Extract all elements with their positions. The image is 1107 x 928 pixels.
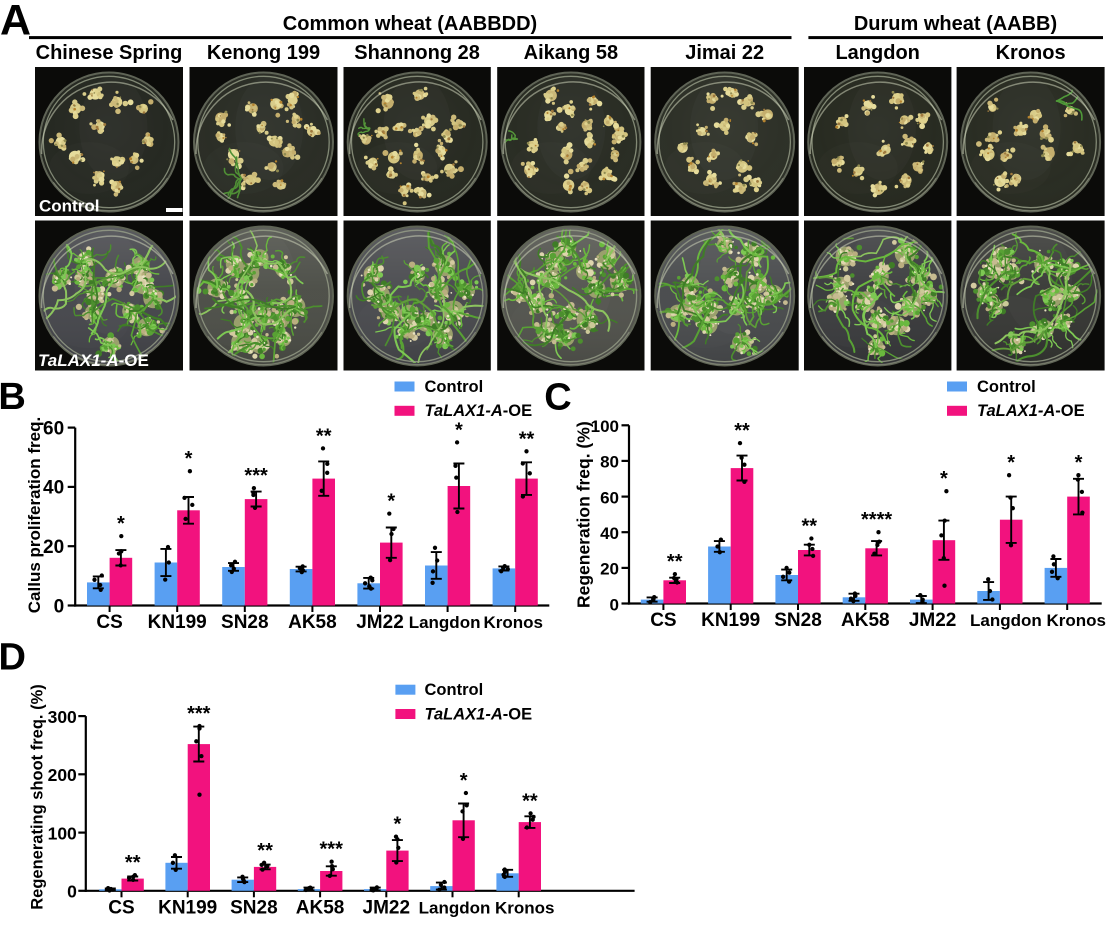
svg-text:*: * (117, 513, 125, 535)
svg-text:KN199: KN199 (148, 612, 207, 633)
svg-text:Regenerating shoot freq. (%): Regenerating shoot freq. (%) (29, 684, 47, 910)
svg-text:Kronos: Kronos (483, 613, 543, 632)
svg-text:**: ** (734, 420, 750, 442)
svg-text:**: ** (522, 790, 538, 812)
svg-text:0: 0 (610, 595, 619, 614)
svg-text:***: *** (320, 839, 344, 861)
svg-text:*: * (460, 770, 468, 792)
svg-text:Callus proliferation freq.: Callus proliferation freq. (25, 417, 44, 613)
svg-text:*: * (940, 468, 948, 490)
svg-text:**: ** (125, 852, 141, 874)
svg-text:AK58: AK58 (841, 610, 890, 631)
svg-text:D: D (0, 637, 26, 679)
svg-text:**: ** (257, 840, 273, 862)
svg-text:SN28: SN28 (774, 610, 822, 631)
svg-text:200: 200 (48, 765, 77, 785)
svg-text:60: 60 (43, 418, 64, 439)
svg-text:B: B (0, 376, 26, 418)
svg-text:SN28: SN28 (230, 897, 278, 918)
svg-text:TaLAX1-A-OE: TaLAX1-A-OE (38, 351, 149, 370)
svg-text:AK58: AK58 (288, 612, 337, 633)
svg-text:100: 100 (48, 823, 77, 843)
svg-text:Control: Control (425, 681, 484, 699)
svg-text:Kronos: Kronos (495, 898, 555, 917)
svg-text:CS: CS (108, 897, 134, 918)
svg-text:CS: CS (96, 612, 122, 633)
svg-text:*: * (455, 419, 463, 441)
svg-text:300: 300 (48, 707, 77, 727)
svg-text:Langdon: Langdon (409, 613, 481, 632)
svg-text:TaLAX1-A-OE: TaLAX1-A-OE (425, 705, 533, 723)
svg-text:KN199: KN199 (158, 897, 217, 918)
svg-text:***: *** (187, 703, 211, 725)
svg-text:****: **** (861, 509, 892, 531)
svg-text:0: 0 (54, 596, 65, 617)
svg-text:A: A (0, 0, 31, 45)
svg-text:C: C (544, 376, 571, 418)
svg-text:*: * (185, 448, 193, 470)
svg-text:TaLAX1-A-OE: TaLAX1-A-OE (977, 402, 1085, 420)
svg-text:40: 40 (43, 478, 64, 499)
svg-text:Langdon: Langdon (419, 898, 491, 917)
svg-text:JM22: JM22 (909, 610, 957, 631)
svg-text:Aikang 58: Aikang 58 (524, 42, 618, 64)
svg-text:Control: Control (39, 197, 99, 216)
svg-text:**: ** (802, 516, 818, 538)
svg-text:Control: Control (977, 378, 1036, 396)
svg-text:*: * (1007, 452, 1015, 474)
svg-text:**: ** (667, 551, 683, 573)
svg-text:60: 60 (600, 488, 619, 507)
svg-text:**: ** (519, 428, 535, 450)
svg-text:*: * (394, 814, 402, 836)
svg-text:Kenong 199: Kenong 199 (207, 42, 320, 64)
svg-text:20: 20 (600, 560, 619, 579)
svg-text:Jimai 22: Jimai 22 (685, 42, 764, 64)
svg-text:TaLAX1-A-OE: TaLAX1-A-OE (425, 402, 533, 420)
svg-text:*: * (387, 491, 395, 513)
svg-text:KN199: KN199 (701, 610, 760, 631)
svg-text:40: 40 (600, 524, 619, 543)
svg-text:JM22: JM22 (356, 612, 404, 633)
svg-text:CS: CS (650, 610, 676, 631)
svg-text:**: ** (316, 425, 332, 447)
svg-text:80: 80 (600, 453, 619, 472)
svg-text:Kronos: Kronos (996, 42, 1066, 64)
svg-text:100: 100 (591, 417, 619, 436)
svg-text:AK58: AK58 (296, 897, 345, 918)
svg-text:Durum wheat (AABB): Durum wheat (AABB) (854, 13, 1057, 35)
svg-text:20: 20 (43, 537, 64, 558)
svg-text:SN28: SN28 (221, 612, 269, 633)
svg-text:Chinese Spring: Chinese Spring (36, 42, 183, 64)
svg-text:Regeneration freq. (%): Regeneration freq. (%) (574, 421, 594, 608)
svg-text:Langdon: Langdon (835, 42, 919, 64)
svg-text:Langdon: Langdon (970, 611, 1042, 630)
svg-text:Shannong 28: Shannong 28 (354, 42, 480, 64)
svg-text:0: 0 (67, 882, 77, 902)
svg-text:Common wheat (AABBDD): Common wheat (AABBDD) (283, 13, 537, 35)
svg-text:JM22: JM22 (363, 897, 411, 918)
svg-text:Control: Control (425, 378, 484, 396)
svg-text:*: * (1075, 452, 1083, 474)
svg-text:***: *** (244, 465, 268, 487)
svg-text:Kronos: Kronos (1046, 611, 1106, 630)
